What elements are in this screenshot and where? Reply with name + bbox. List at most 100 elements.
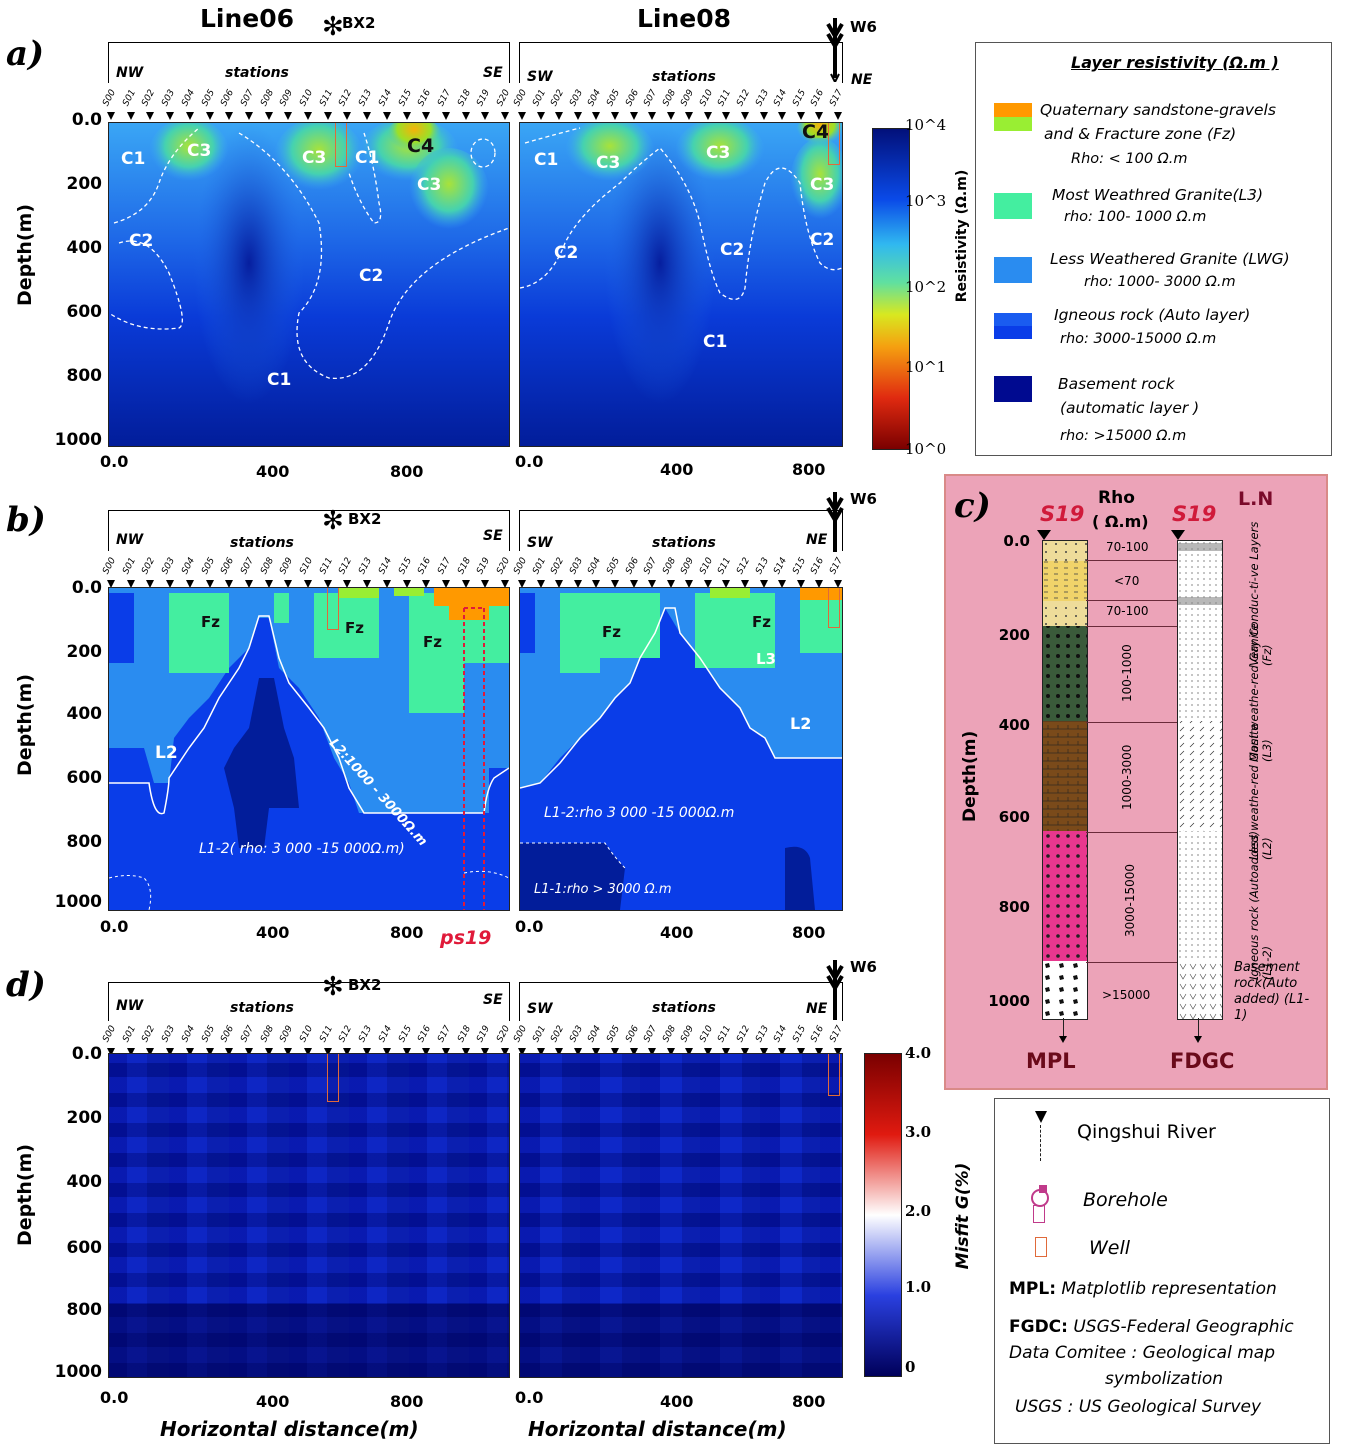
station-triangle-icon xyxy=(441,112,450,120)
legend-item-name: Less Weathered Granite (LWG) xyxy=(1050,250,1290,268)
station-label: S03 xyxy=(160,556,178,576)
station-label: S07 xyxy=(642,88,660,108)
station-label: S12 xyxy=(337,556,355,576)
station-triangle-icon xyxy=(107,112,115,120)
station-triangle-icon xyxy=(284,580,293,588)
zone-fz: Fz xyxy=(602,623,621,641)
legend-item-name: Basement rock xyxy=(1058,375,1175,393)
station-label: S01 xyxy=(530,556,548,576)
station-triangle-icon xyxy=(323,580,332,588)
station-triangle-icon xyxy=(778,1048,787,1056)
dir-nw: NW xyxy=(116,998,144,1014)
zone-fz: Fz xyxy=(345,619,364,637)
misfit-texture xyxy=(109,1054,509,1377)
cb-tick: 0 xyxy=(905,1358,916,1376)
stations-label: stations xyxy=(652,535,716,551)
rho-unit: ( Ω.m) xyxy=(1092,512,1149,531)
station-triangle-icon xyxy=(304,1048,312,1056)
misfit-plot-line08 xyxy=(519,1053,843,1378)
station-triangle-icon xyxy=(796,580,805,588)
well-arrow-icon xyxy=(826,492,844,556)
station-label: S01 xyxy=(120,556,138,576)
station-label: S10 xyxy=(698,556,715,576)
station-label: S14 xyxy=(772,1024,790,1044)
line06-header xyxy=(108,982,510,1021)
station-triangle-icon xyxy=(264,112,273,120)
station-triangle-icon xyxy=(759,1048,768,1056)
well-marker xyxy=(828,1054,840,1096)
station-triangle-icon xyxy=(501,580,509,588)
station-label: S15 xyxy=(396,1024,414,1044)
station-label: S06 xyxy=(623,1024,641,1044)
station-label: S15 xyxy=(396,88,414,108)
zone-c4: C4 xyxy=(802,122,830,143)
x-tick: 400 xyxy=(256,923,290,942)
station-label: S18 xyxy=(455,556,473,576)
resistivity-colorbar xyxy=(872,128,910,450)
station-triangle-icon xyxy=(185,112,194,120)
zone-fz: Fz xyxy=(752,613,771,631)
station-triangle-icon xyxy=(592,112,601,120)
station-triangle-icon xyxy=(648,112,657,120)
station-triangle-icon xyxy=(518,580,526,588)
station-label: S04 xyxy=(179,88,197,108)
station-triangle-icon xyxy=(422,112,431,120)
station-triangle-icon xyxy=(759,112,768,120)
station-triangle-icon xyxy=(382,1048,391,1056)
station-label: S16 xyxy=(416,1024,434,1044)
station-label: S10 xyxy=(298,556,316,576)
legend-item-rho: rho: 1000- 3000 Ω.m xyxy=(1084,274,1236,290)
station-triangle-icon xyxy=(146,1048,155,1056)
dir-ne: NE xyxy=(851,72,873,88)
station-label: S00 xyxy=(101,556,119,576)
station-label: S14 xyxy=(376,1024,394,1044)
station-triangle-icon xyxy=(382,112,391,120)
x-tick: 0.0 xyxy=(515,917,544,936)
station-triangle-icon xyxy=(304,580,312,588)
well-arrow-icon xyxy=(826,960,844,1024)
c-depth-tick: 200 xyxy=(998,626,1030,644)
station-label: S09 xyxy=(278,88,296,108)
x-tick: 400 xyxy=(660,460,694,479)
misfit-plot-line06 xyxy=(108,1053,510,1378)
station-triangle-icon xyxy=(648,580,657,588)
zone-c3: C3 xyxy=(706,143,731,163)
borehole-square-icon xyxy=(1039,1185,1047,1193)
station-label: S06 xyxy=(623,88,641,108)
station-triangle-icon xyxy=(166,580,175,588)
x-tick: 0.0 xyxy=(100,1388,129,1407)
l12-label: L1-2( rho: 3 000 -15 000Ω.m) xyxy=(199,841,405,857)
cb-tick: 10^1 xyxy=(905,358,947,376)
station-label: S18 xyxy=(455,1024,473,1044)
station-triangle-icon xyxy=(610,1048,619,1056)
station-triangle-icon xyxy=(778,112,787,120)
dir-ne: NE xyxy=(806,1001,828,1017)
c-depth-tick: 1000 xyxy=(988,992,1030,1010)
station-label: S17 xyxy=(436,88,453,108)
station-label: S07 xyxy=(642,556,660,576)
station-label: S02 xyxy=(140,88,158,108)
resistivity-plot-line06: C1 C3 C3 C1 C4 C3 C2 C2 C1 xyxy=(108,122,510,447)
station-triangle-icon xyxy=(422,1048,431,1056)
station-label: S19 xyxy=(475,556,493,576)
legend-item-name: Igneous rock (Auto layer) xyxy=(1054,306,1251,324)
station-label: S17 xyxy=(828,1024,846,1044)
station-triangle-icon xyxy=(1171,530,1185,540)
station-triangle-icon xyxy=(592,1048,601,1056)
station-label: S08 xyxy=(660,556,678,576)
station-label: S12 xyxy=(337,1024,355,1044)
misfit-texture xyxy=(520,1054,842,1377)
station-triangle-icon xyxy=(722,112,731,120)
station-triangle-icon xyxy=(536,1048,545,1056)
station-label: S11 xyxy=(716,1024,734,1044)
panel-a: NW SE SW NE stations stations BX2 ✻ W6 S… xyxy=(14,12,970,481)
misfit-colorbar xyxy=(864,1053,902,1377)
station-triangle-icon xyxy=(834,112,842,120)
station-label: S08 xyxy=(258,88,276,108)
line08-header xyxy=(519,42,843,83)
mpl-arrow xyxy=(1063,1018,1064,1038)
station-label: S02 xyxy=(549,1024,567,1044)
station-label: S20 xyxy=(495,88,513,108)
legend-well: Well xyxy=(1089,1237,1131,1259)
layer-legend: Layer resistivity (Ω.m ) Quaternary sand… xyxy=(975,42,1332,456)
